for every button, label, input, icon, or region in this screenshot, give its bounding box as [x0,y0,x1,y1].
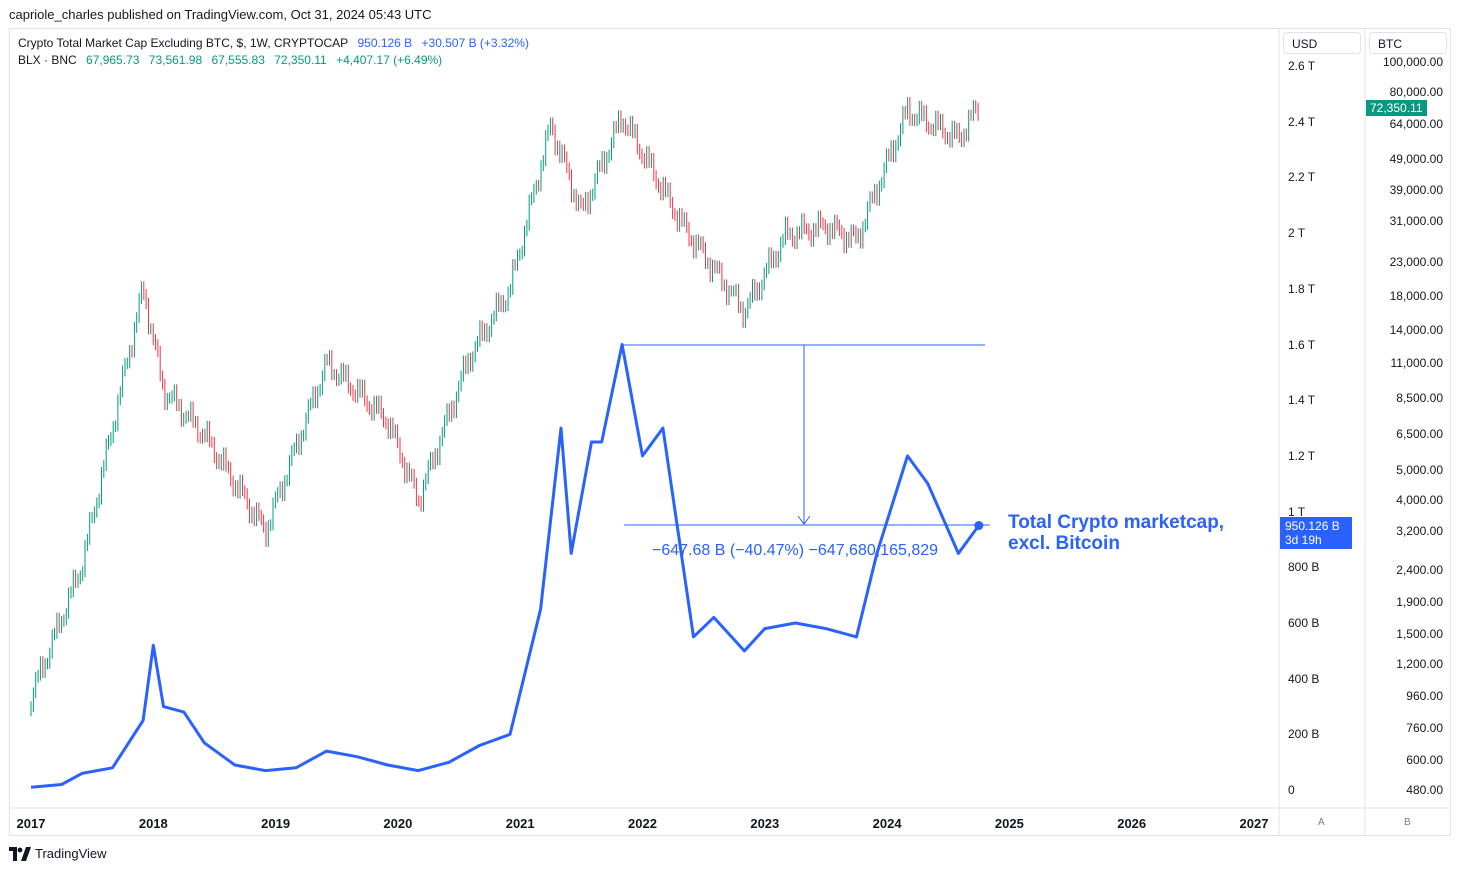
btc-tick-label: 4,000.00 [1396,493,1443,507]
btc-tick-label: 3,200.00 [1396,524,1443,538]
tradingview-logo-icon [9,846,31,861]
time-tick-label: 2019 [261,816,291,831]
time-tick-label: 2022 [628,816,657,831]
usd-tick-label: 2 T [1288,226,1306,241]
btc-scale-header[interactable]: BTC [1369,32,1447,54]
measure-label: −647.68 B (−40.47%) −647,680,165,829 [652,542,939,559]
btc-tick-label: 80,000.00 [1389,85,1443,99]
usd-auto-scale-button[interactable]: A [1318,817,1325,828]
time-tick-label: 2026 [1117,816,1147,831]
btc-tick-label: 14,000.00 [1389,323,1443,337]
btc-price-badge: 72,350.11 [1366,100,1427,116]
legend-main-symbol: Crypto Total Market Cap Excluding BTC, $… [18,36,349,50]
btc-candles [30,97,979,717]
btc-tick-label: 1,500.00 [1396,627,1443,641]
usd-tick-label: 1.8 T [1288,281,1316,296]
usd-tick-label: 1 T [1288,504,1306,519]
btc-tick-label: 5,000.00 [1396,463,1443,477]
usd-tick-label: 600 B [1288,616,1320,630]
usd-value-badge-value: 950.126 B [1285,519,1340,533]
usd-tick-label: 1.2 T [1288,448,1316,463]
legend-main[interactable]: Crypto Total Market Cap Excluding BTC, $… [18,36,535,50]
btc-tick-label: 23,000.00 [1389,255,1443,269]
btc-tick-label: 31,000.00 [1389,214,1443,228]
time-tick-label: 2018 [138,816,168,831]
legend-btc-symbol: BLX · BNC [18,53,77,67]
btc-tick-label: 960.00 [1406,689,1443,703]
time-tick-label: 2027 [1239,816,1269,831]
btc-tick-label: 64,000.00 [1389,117,1443,131]
usd-tick-label: 0 [1288,783,1295,798]
btc-tick-label: 11,000.00 [1390,356,1444,370]
usd-scale-header[interactable]: USD [1283,32,1361,54]
legend-btc[interactable]: BLX · BNC 67,965.73 73,561.98 67,555.83 … [18,53,448,67]
publisher-line: capriole_charles published on TradingVie… [9,7,432,22]
usd-tick-label: 1.4 T [1288,393,1316,408]
time-tick-label: 2017 [16,816,46,831]
btc-tick-label: 2,400.00 [1396,563,1443,577]
usd-tick-label: 2.6 T [1288,59,1316,73]
footer-brand: TradingView [35,846,107,861]
time-tick-label: 2020 [383,816,413,831]
time-tick-label: 2025 [994,816,1024,831]
btc-tick-label: 8,500.00 [1396,391,1443,405]
btc-tick-label: 480.00 [1406,783,1443,797]
usd-tick-label: 2.2 T [1288,170,1316,185]
usd-tick-label: 2.4 T [1288,114,1316,129]
legend-btc-high: 73,561.98 [148,53,203,67]
usd-tick-label: 800 B [1288,560,1320,575]
footer[interactable]: TradingView [9,846,107,861]
btc-tick-label: 100,000.00 [1382,55,1443,69]
btc-tick-label: 760.00 [1406,721,1443,735]
usd-tick-label: 400 B [1288,671,1320,686]
legend-btc-low: 67,555.83 [211,53,265,67]
legend-btc-close: 72,350.11 [274,53,327,67]
chart-frame [9,28,1451,836]
usd-value-badge-countdown: 3d 19h [1285,533,1322,547]
btc-tick-label: 6,500.00 [1396,427,1443,441]
usd-value-badge: 950.126 B 3d 19h [1280,517,1352,549]
usd-tick-label: 1.6 T [1288,337,1316,352]
market-cap-last-point [974,521,984,531]
btc-tick-label: 1,900.00 [1396,595,1443,609]
btc-tick-label: 600.00 [1406,753,1443,767]
tradingview-logo-glyph [9,846,31,861]
time-tick-label: 2021 [505,816,535,831]
btc-tick-label: 49,000.00 [1389,152,1443,166]
legend-main-value: 950.126 B [357,36,413,50]
time-tick-label: 2023 [750,816,780,831]
btc-auto-scale-button[interactable]: B [1404,817,1411,828]
annotation-line-1: Total Crypto marketcap, [1008,512,1225,533]
chart-annotation[interactable]: Total Crypto marketcap, excl. Bitcoin [1008,512,1224,554]
time-tick-label: 2024 [872,816,902,831]
btc-tick-label: 18,000.00 [1389,289,1443,303]
measure-tool[interactable] [622,344,990,526]
annotation-line-2: excl. Bitcoin [1008,533,1120,554]
measure-arrow-head-icon [797,515,811,525]
legend-btc-open: 67,965.73 [86,53,140,67]
btc-tick-label: 1,200.00 [1396,657,1443,671]
btc-tick-label: 39,000.00 [1389,183,1443,197]
legend-main-change: +30.507 B (+3.32%) [421,36,529,50]
legend-btc-change: +4,407.17 (+6.49%) [336,53,443,67]
market-cap-line [30,343,981,789]
usd-tick-label: 200 B [1288,727,1320,742]
